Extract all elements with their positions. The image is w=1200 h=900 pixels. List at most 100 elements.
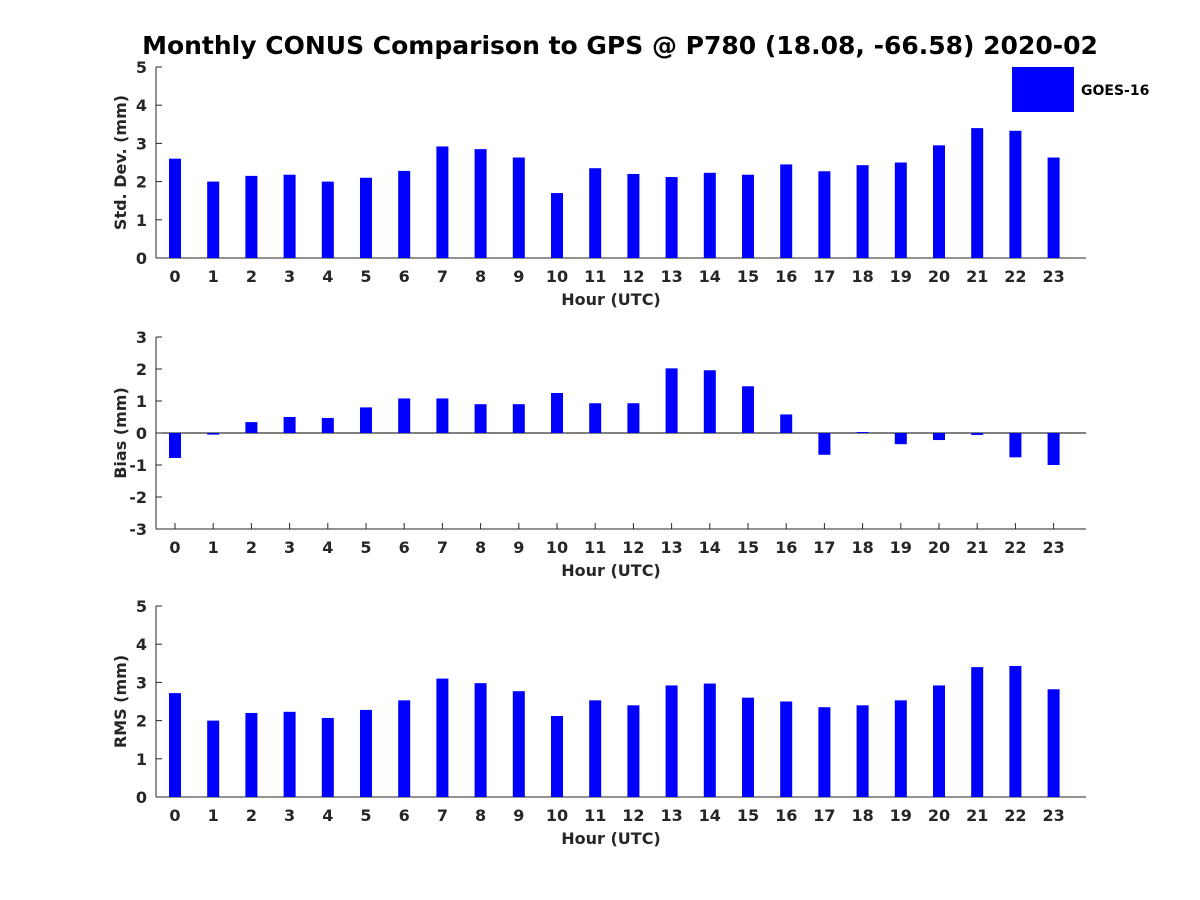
y-tick-label: 3 <box>136 328 147 347</box>
x-tick-label: 4 <box>322 267 333 286</box>
bar-hour-9 <box>512 404 525 433</box>
x-tick-label: 20 <box>928 267 950 286</box>
bar-hour-16 <box>780 414 793 433</box>
y-axis-label: RMS (mm) <box>111 655 130 748</box>
bar-hour-22 <box>1009 665 1022 797</box>
bar-hour-3 <box>283 417 296 433</box>
x-tick-label: 19 <box>890 267 912 286</box>
x-tick-label: 10 <box>546 267 568 286</box>
x-tick-label: 7 <box>437 538 448 557</box>
x-tick-label: 23 <box>1042 267 1064 286</box>
bar-hour-23 <box>1047 433 1060 465</box>
bar-hour-22 <box>1009 130 1022 258</box>
bar-hour-0 <box>169 158 181 258</box>
x-tick-label: 4 <box>322 806 333 825</box>
x-tick-label: 9 <box>513 806 524 825</box>
x-tick-label: 9 <box>513 538 524 557</box>
bar-hour-6 <box>398 700 411 797</box>
bar-hour-1 <box>207 433 220 435</box>
bar-hour-21 <box>971 128 984 258</box>
x-tick-label: 14 <box>699 267 721 286</box>
y-tick-label: 3 <box>136 134 147 153</box>
bar-hour-11 <box>589 700 602 797</box>
x-tick-label: 11 <box>584 267 606 286</box>
bar-hour-19 <box>894 700 907 797</box>
x-tick-label: 11 <box>584 538 606 557</box>
bar-hour-7 <box>436 398 449 433</box>
bar-hour-7 <box>436 146 449 258</box>
bar-hour-14 <box>703 683 716 797</box>
bar-hour-4 <box>321 717 334 797</box>
x-tick-label: 23 <box>1042 806 1064 825</box>
bar-hour-13 <box>665 685 678 797</box>
bar-hour-19 <box>894 162 907 258</box>
legend-swatch-goes-16 <box>1012 67 1074 112</box>
x-tick-label: 22 <box>1004 538 1026 557</box>
y-tick-label: 1 <box>136 392 147 411</box>
x-tick-label: 0 <box>169 267 180 286</box>
x-tick-label: 17 <box>813 267 835 286</box>
bar-hour-10 <box>551 393 563 433</box>
x-tick-label: 1 <box>208 538 219 557</box>
bar-hour-20 <box>933 145 945 258</box>
bar-hour-13 <box>665 368 678 433</box>
bar-hour-4 <box>321 417 334 433</box>
bar-hour-16 <box>780 701 793 797</box>
x-tick-label: 5 <box>360 806 371 825</box>
x-tick-label: 12 <box>622 267 644 286</box>
x-tick-label: 6 <box>399 538 410 557</box>
bar-hour-5 <box>360 709 372 797</box>
y-tick-label: -3 <box>129 520 147 539</box>
x-tick-label: 1 <box>208 267 219 286</box>
x-tick-label: 9 <box>513 267 524 286</box>
bar-hour-5 <box>360 407 372 433</box>
x-tick-label: 2 <box>246 538 257 557</box>
legend: GOES-16 <box>1012 67 1149 112</box>
bar-hour-14 <box>703 172 716 258</box>
bar-hour-13 <box>665 177 678 258</box>
x-axis-label: Hour (UTC) <box>561 561 661 580</box>
x-tick-label: 21 <box>966 267 988 286</box>
bar-hour-11 <box>589 403 602 433</box>
y-tick-label: 2 <box>136 173 147 192</box>
x-tick-label: 21 <box>966 538 988 557</box>
x-tick-label: 19 <box>890 538 912 557</box>
x-tick-label: 16 <box>775 267 797 286</box>
y-tick-label: 0 <box>136 788 147 807</box>
y-tick-label: 4 <box>136 96 147 115</box>
bar-hour-17 <box>818 433 831 455</box>
bar-hour-18 <box>856 432 869 433</box>
x-tick-label: 3 <box>284 806 295 825</box>
y-tick-label: 5 <box>136 597 147 616</box>
x-tick-label: 3 <box>284 267 295 286</box>
x-axis-label: Hour (UTC) <box>561 829 661 848</box>
x-tick-label: 3 <box>284 538 295 557</box>
bar-hour-14 <box>703 370 716 433</box>
bar-hour-0 <box>169 433 181 458</box>
x-tick-label: 16 <box>775 806 797 825</box>
y-axis-label: Bias (mm) <box>111 387 130 479</box>
x-tick-label: 7 <box>437 806 448 825</box>
x-tick-label: 2 <box>246 806 257 825</box>
y-tick-label: 1 <box>136 211 147 230</box>
bar-hour-10 <box>551 193 563 258</box>
bar-hour-17 <box>818 707 831 797</box>
bar-hour-3 <box>283 174 296 258</box>
x-tick-label: 12 <box>622 538 644 557</box>
x-tick-label: 6 <box>399 267 410 286</box>
bar-hour-12 <box>627 403 640 433</box>
bar-hour-18 <box>856 705 869 797</box>
x-tick-label: 20 <box>928 806 950 825</box>
bar-hour-9 <box>512 157 525 258</box>
bar-hour-22 <box>1009 433 1022 458</box>
bar-hour-15 <box>742 697 754 797</box>
bar-hour-1 <box>207 720 220 797</box>
x-tick-label: 18 <box>851 538 873 557</box>
chart-title: Monthly CONUS Comparison to GPS @ P780 (… <box>142 31 1098 60</box>
y-tick-label: 2 <box>136 712 147 731</box>
bar-hour-11 <box>589 168 602 258</box>
x-tick-label: 20 <box>928 538 950 557</box>
